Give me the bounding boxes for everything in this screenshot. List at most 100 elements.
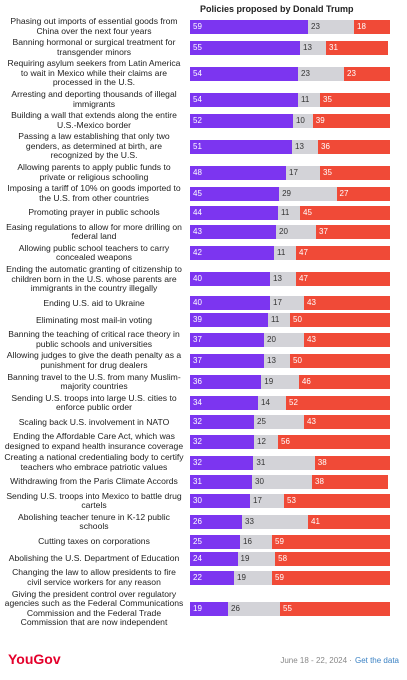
value-label: 37 <box>193 355 202 365</box>
bar-segment: 11 <box>278 206 300 220</box>
category-label: Scaling back U.S. involvement in NATO <box>18 416 170 427</box>
value-label: 39 <box>193 315 202 325</box>
bar: 37 13 50 <box>190 353 390 368</box>
bar-segment: 12 <box>254 434 278 449</box>
bar-segment: 24 <box>190 551 238 566</box>
value-label: 11 <box>301 94 310 104</box>
category-label: Abolishing the U.S. Department of Educat… <box>8 552 180 563</box>
row: Allowing parents to apply public funds t… <box>0 162 407 182</box>
value-label: 43 <box>307 417 316 427</box>
bar: 40 17 43 <box>190 296 390 311</box>
bar-segment: 25 <box>190 534 240 549</box>
bar-segment: 48 <box>190 165 286 180</box>
data-link[interactable]: Get the data <box>354 656 399 665</box>
bar-segment: 23 <box>344 66 390 81</box>
value-label: 42 <box>193 248 202 258</box>
category-label: Giving the president control over regula… <box>4 588 184 628</box>
bar-segment: 23 <box>298 66 344 81</box>
value-label: 37 <box>193 334 202 344</box>
chart-rows: Phasing out imports of essential goods f… <box>0 16 407 630</box>
bar-segment: 34 <box>190 396 258 411</box>
bar: 55 13 31 <box>190 40 390 55</box>
bar: 43 20 37 <box>190 225 390 240</box>
category-label: Changing the law to allow presidents to … <box>12 567 176 587</box>
bar-segment: 54 <box>190 92 298 107</box>
bar-segment: 37 <box>316 225 390 240</box>
value-label: 54 <box>193 94 202 104</box>
bar-segment: 30 <box>252 474 312 489</box>
value-label: 53 <box>287 496 296 506</box>
bar-segment: 43 <box>190 225 276 240</box>
bar: 36 19 46 <box>190 375 390 389</box>
category-label: Ending the automatic granting of citizen… <box>6 264 182 294</box>
bar: 42 11 47 <box>190 246 390 261</box>
bar-segment: 37 <box>190 332 264 347</box>
value-label: 55 <box>193 42 202 52</box>
category-label: Withdrawing from the Paris Climate Accor… <box>10 476 178 487</box>
row: Allowing public school teachers to carry… <box>0 242 407 263</box>
row: Ending U.S. aid to Ukraine 40 17 43 <box>0 296 407 311</box>
bar-segment: 19 <box>237 551 276 566</box>
value-label: 40 <box>193 298 202 308</box>
row: Easing regulations to allow for more dri… <box>0 222 407 242</box>
bar-segment: 46 <box>298 375 390 389</box>
bar-segment: 14 <box>258 396 286 411</box>
bar-segment: 42 <box>190 246 274 261</box>
value-label: 11 <box>277 248 286 258</box>
value-label: 47 <box>299 274 308 284</box>
bar-segment: 32 <box>190 455 254 470</box>
value-label: 34 <box>193 398 202 408</box>
value-label: 25 <box>193 536 202 546</box>
row: Allowing judges to give the death penalt… <box>0 351 407 370</box>
bar-segment: 59 <box>272 570 390 585</box>
category-label: Requiring asylum seekers from Latin Amer… <box>7 58 181 88</box>
bar: 39 11 50 <box>190 313 390 328</box>
row: Eliminating most mail-in voting 39 11 50 <box>0 313 407 328</box>
row: Phasing out imports of essential goods f… <box>0 16 407 36</box>
category-label: Building a wall that extends along the e… <box>11 110 177 130</box>
row: Withdrawing from the Paris Climate Accor… <box>0 474 407 489</box>
value-label: 19 <box>264 377 274 386</box>
value-label: 52 <box>193 115 202 125</box>
bar-segment: 56 <box>278 434 390 449</box>
bar-segment: 17 <box>250 494 284 509</box>
value-label: 45 <box>193 188 202 198</box>
bar-segment: 25 <box>254 415 304 430</box>
value-label: 19 <box>237 572 246 582</box>
value-label: 50 <box>293 315 302 325</box>
value-label: 59 <box>193 21 202 31</box>
row: Imposing a tariff of 10% on goods import… <box>0 184 407 203</box>
category-label: Passing a law establishing that only two… <box>18 131 170 161</box>
bar: 52 10 39 <box>190 113 390 128</box>
bar-segment: 19 <box>234 570 272 585</box>
value-label: 31 <box>256 457 266 467</box>
value-label: 44 <box>193 208 202 217</box>
bar: 24 19 58 <box>190 551 390 566</box>
value-label: 30 <box>255 476 264 486</box>
bar-segment: 43 <box>304 332 390 347</box>
category-label: Eliminating most mail-in voting <box>35 314 153 325</box>
row: Giving the president control over regula… <box>0 588 407 628</box>
value-label: 17 <box>273 298 282 308</box>
bar-segment: 37 <box>190 353 264 368</box>
value-label: 19 <box>193 603 202 613</box>
bar-segment: 13 <box>270 272 296 287</box>
row: Cutting taxes on corporations 25 16 59 <box>0 534 407 549</box>
bar-segment: 36 <box>190 375 262 389</box>
row: Ending the Affordable Care Act, which wa… <box>0 431 407 451</box>
bar-segment: 32 <box>190 434 254 449</box>
bar-segment: 38 <box>312 474 388 489</box>
row: Changing the law to allow presidents to … <box>0 568 407 587</box>
category-label: Allowing public school teachers to carry… <box>18 242 170 263</box>
row: Building a wall that extends along the e… <box>0 111 407 130</box>
value-label: 20 <box>267 334 276 344</box>
bar-segment: 52 <box>190 113 293 128</box>
row: Sending U.S. troops into large U.S. citi… <box>0 393 407 413</box>
value-label: 12 <box>257 436 266 446</box>
value-label: 24 <box>193 553 202 563</box>
brand: YouGov <box>8 651 61 667</box>
bar-segment: 43 <box>304 415 390 430</box>
bar: 19 26 55 <box>190 601 390 616</box>
row: Creating a national credentialing body t… <box>0 453 407 472</box>
